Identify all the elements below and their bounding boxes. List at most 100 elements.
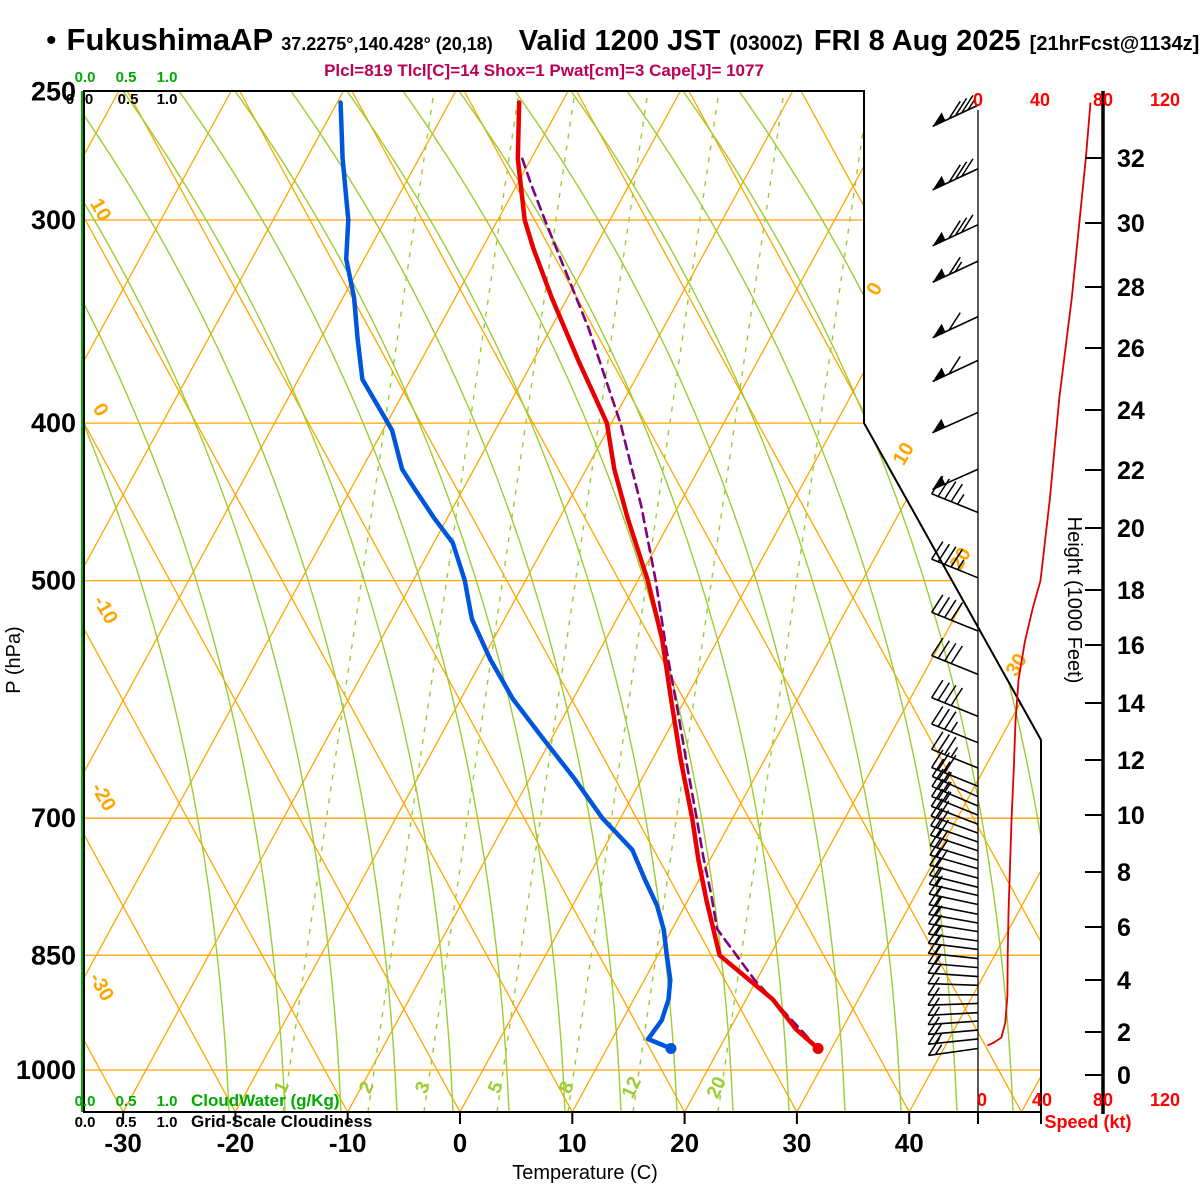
- dry-adiabat-label: -20: [86, 779, 120, 815]
- wind-barb-feather: [927, 1006, 941, 1025]
- bottom-cloudwater-scale: 0.0: [75, 1093, 96, 1110]
- bottom-cloudiness-scale: 1.0: [157, 1114, 178, 1131]
- wind-barb: [927, 916, 979, 942]
- wind-barb-feather: [936, 800, 950, 819]
- mixing-ratio-label: 20: [703, 1074, 731, 1102]
- valid-time-utc: (0300Z): [729, 32, 803, 55]
- wind-speed-curve: [987, 102, 1092, 1047]
- wind-barb-shaft: [928, 982, 979, 987]
- wind-barb-feather: [950, 687, 963, 706]
- wind-barb-feather: [937, 708, 951, 727]
- wind-barb-feather: [938, 761, 951, 780]
- wind-barb: [931, 541, 979, 579]
- wind-barb: [929, 817, 979, 852]
- wind-barb-feather: [954, 217, 968, 236]
- height-tick-label: 30: [1117, 210, 1145, 238]
- wind-barb-feather: [937, 640, 951, 659]
- wind-barb-feather: [927, 965, 940, 985]
- wind-barb-feather: [927, 997, 940, 1016]
- wind-barb: [928, 876, 979, 906]
- wind-barb-shaft: [931, 611, 979, 632]
- wind-barb-shaft: [930, 834, 979, 852]
- wind-barb-shaft: [931, 696, 979, 718]
- wind-barb: [927, 935, 979, 960]
- wind-barb-feather: [937, 682, 951, 701]
- wind-barb-feather: [928, 876, 941, 895]
- top-cloudiness-scale: 0.5: [118, 91, 139, 108]
- wind-barb: [927, 925, 979, 951]
- moist-adiabat-line: [682, 91, 1014, 1112]
- temperature-tick-label: 40: [895, 1128, 924, 1158]
- wind-barb-shaft: [929, 883, 979, 897]
- wind-barb-feather: [948, 220, 961, 239]
- wind-barb: [930, 807, 979, 843]
- wind-barb: [931, 758, 979, 798]
- wind-barb-feather: [950, 645, 963, 664]
- wind-barb-half-feather: [934, 953, 943, 965]
- pressure-tick-label: 400: [31, 408, 76, 438]
- wind-barb-feather: [948, 256, 961, 276]
- bottom-cloudwater-scale: 0.5: [116, 1093, 137, 1110]
- wind-barb-shaft: [931, 785, 979, 807]
- wind-barb-shaft: [928, 1011, 979, 1017]
- wind-barb-feather: [954, 97, 968, 117]
- height-tick-label: 28: [1117, 274, 1145, 302]
- isotherm-line: [796, 91, 1041, 1112]
- wind-barb-feather: [927, 935, 941, 954]
- dry-adiabat-line: [912, 91, 1041, 1112]
- speed-axis-title: Speed (kt): [1044, 1112, 1131, 1132]
- wind-barb-feather: [937, 734, 951, 753]
- wind-barb: [932, 214, 979, 247]
- wind-barbs: [927, 94, 979, 1057]
- wind-barb: [929, 827, 979, 862]
- isotherm-label: 30: [1002, 650, 1032, 680]
- temperature-tick-label: -20: [217, 1128, 255, 1158]
- stability-indices: Plcl=819 Tlcl[C]=14 Shox=1 Pwat[cm]=3 Ca…: [324, 61, 764, 80]
- wind-barb: [930, 798, 979, 834]
- wind-barb-flag: [932, 268, 946, 283]
- moist-adiabat-line: [514, 91, 846, 1112]
- dry-adiabat-line: [84, 91, 349, 1112]
- wind-barb: [932, 312, 979, 339]
- moist-adiabat-line: [458, 91, 790, 1112]
- pressure-tick-label: 300: [31, 205, 76, 235]
- wind-barb-shaft: [928, 952, 979, 960]
- isotherm-line: [571, 91, 1041, 1112]
- isotherm-line: [1020, 91, 1041, 1112]
- wind-barb-feather: [948, 100, 961, 120]
- temperature-tick-label: 20: [670, 1128, 699, 1158]
- background-grid: [84, 91, 1041, 1112]
- wind-barb-feather: [943, 546, 957, 565]
- isotherm-label: 0: [862, 279, 887, 300]
- speed-tick-label-top: 120: [1150, 90, 1180, 110]
- surface-temperature-dot: [812, 1043, 824, 1055]
- wind-barb-feather: [930, 798, 943, 817]
- bottom-cloudiness-scale: 0.0: [75, 1114, 96, 1131]
- wind-barb-feather: [929, 827, 943, 847]
- wind-barb: [929, 837, 979, 870]
- wind-barb: [927, 1006, 979, 1026]
- wind-barb-half-feather: [934, 924, 943, 936]
- wind-barb-shaft: [929, 854, 979, 870]
- wind-barb-half-feather: [956, 559, 965, 570]
- wind-barb: [932, 356, 979, 383]
- wind-barb-feather: [950, 483, 963, 503]
- wind-barb-feather: [961, 94, 974, 114]
- wind-barb-flag: [932, 175, 946, 190]
- wind-barb-feather: [936, 810, 950, 829]
- moist-adiabat-line: [738, 91, 1041, 1112]
- wind-barb: [928, 896, 979, 924]
- top-cloudwater-scale: 0.5: [116, 69, 137, 86]
- mixing-ratio-label: 12: [618, 1074, 646, 1102]
- speed-tick-label-top: 80: [1093, 90, 1113, 110]
- height-tick-label: 2: [1117, 1019, 1131, 1047]
- wind-barb-half-feather: [935, 875, 944, 887]
- wind-barb-feather: [954, 161, 968, 180]
- wind-barb-feather: [927, 1016, 941, 1035]
- moist-adiabat-line: [178, 91, 510, 1112]
- height-tick-label: 12: [1117, 747, 1145, 775]
- height-tick-label: 0: [1117, 1062, 1131, 1090]
- dry-adiabat-line: [84, 91, 236, 1112]
- wind-barb-feather: [943, 736, 957, 755]
- wind-barb-flag: [932, 112, 946, 127]
